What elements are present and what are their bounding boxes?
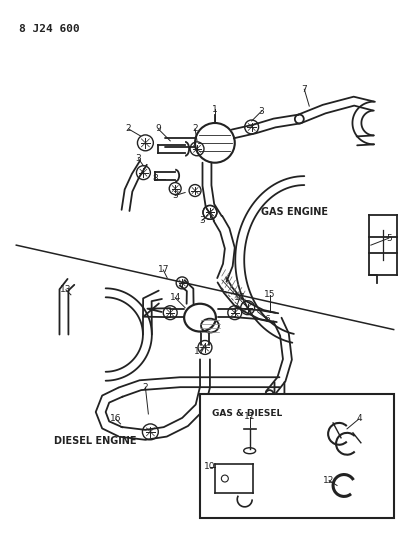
Text: 12: 12 — [324, 476, 335, 485]
Text: 1: 1 — [212, 104, 218, 114]
Text: 17: 17 — [194, 347, 206, 356]
Text: 14: 14 — [170, 293, 181, 302]
Text: GAS & DIESEL: GAS & DIESEL — [212, 409, 282, 418]
Text: 15: 15 — [264, 290, 275, 300]
Text: 4: 4 — [356, 415, 362, 423]
Text: DIESEL ENGINE: DIESEL ENGINE — [55, 436, 137, 446]
Text: 13: 13 — [60, 285, 72, 294]
Text: 3: 3 — [259, 107, 265, 116]
Text: 8 J24 600: 8 J24 600 — [19, 23, 80, 34]
Text: 6: 6 — [265, 315, 270, 324]
Text: 16: 16 — [110, 415, 121, 423]
Text: 2: 2 — [143, 383, 148, 392]
Text: 3: 3 — [136, 154, 141, 163]
Text: 7: 7 — [301, 85, 307, 94]
Text: 17: 17 — [234, 293, 246, 302]
Text: 11: 11 — [244, 413, 255, 422]
Bar — [200, 394, 393, 518]
Text: 2: 2 — [126, 124, 131, 133]
Text: 9: 9 — [156, 124, 161, 133]
Text: 2: 2 — [192, 124, 198, 133]
Text: GAS ENGINE: GAS ENGINE — [261, 207, 328, 217]
Text: 10: 10 — [204, 462, 216, 471]
Text: 8: 8 — [152, 174, 158, 183]
Text: 3: 3 — [173, 191, 178, 200]
Text: 5: 5 — [386, 233, 391, 243]
Text: 3: 3 — [199, 216, 205, 225]
Text: 17: 17 — [158, 265, 169, 274]
